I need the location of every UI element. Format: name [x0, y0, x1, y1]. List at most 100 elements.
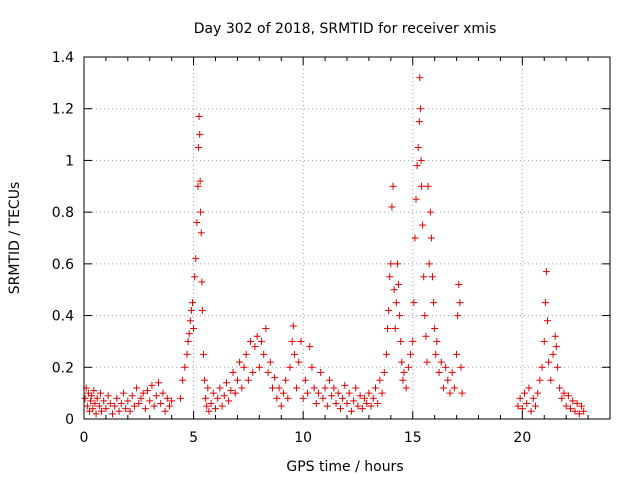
- data-point: [247, 337, 255, 345]
- data-point: [442, 363, 450, 371]
- data-point: [249, 368, 257, 376]
- data-point: [238, 384, 246, 392]
- data-point: [514, 402, 522, 410]
- data-point: [361, 394, 369, 402]
- data-point: [312, 399, 320, 407]
- data-point: [393, 260, 401, 268]
- data-point: [421, 312, 429, 320]
- data-point: [122, 405, 130, 413]
- data-point: [558, 394, 566, 402]
- data-point: [148, 381, 156, 389]
- data-point: [426, 208, 434, 216]
- data-point: [540, 337, 548, 345]
- x-tick-label: 20: [513, 430, 531, 446]
- data-point: [108, 410, 116, 418]
- data-point: [330, 384, 338, 392]
- data-point: [549, 350, 557, 358]
- data-point: [207, 399, 215, 407]
- data-point: [456, 299, 464, 307]
- data-point: [321, 384, 329, 392]
- data-point: [295, 358, 303, 366]
- data-point: [102, 405, 110, 413]
- data-point: [454, 312, 462, 320]
- data-point: [187, 306, 195, 314]
- data-point: [202, 394, 210, 402]
- y-tick-label: 0.8: [52, 205, 74, 221]
- data-point: [432, 350, 440, 358]
- data-point: [198, 278, 206, 286]
- data-point: [222, 379, 230, 387]
- data-point: [233, 376, 241, 384]
- data-point: [133, 384, 141, 392]
- data-point: [186, 317, 194, 325]
- data-point: [163, 394, 171, 402]
- data-point: [89, 405, 97, 413]
- data-point: [367, 402, 375, 410]
- data-point: [392, 299, 400, 307]
- data-point: [159, 389, 167, 397]
- data-point: [416, 74, 424, 82]
- data-point: [260, 350, 268, 358]
- data-point: [98, 407, 106, 415]
- data-point: [536, 376, 544, 384]
- data-point: [423, 358, 431, 366]
- data-point: [130, 402, 138, 410]
- data-point: [420, 273, 428, 281]
- data-point: [407, 350, 415, 358]
- data-point: [119, 389, 127, 397]
- data-point: [185, 330, 193, 338]
- data-point: [288, 337, 296, 345]
- data-point: [193, 218, 201, 226]
- data-point: [218, 402, 226, 410]
- data-point: [106, 399, 114, 407]
- data-point: [389, 182, 397, 190]
- data-point: [412, 195, 420, 203]
- data-point: [521, 389, 529, 397]
- data-point: [385, 306, 393, 314]
- y-axis-label: SRMTID / TECUs: [7, 182, 23, 295]
- data-point: [168, 397, 176, 405]
- y-tick-label: 1.2: [52, 102, 74, 118]
- axis-ticks: 0 0.2 0.4 0.6 0.8 1 1.2 1.4 0 5 10 15 20: [52, 50, 610, 446]
- data-point: [146, 397, 154, 405]
- data-point: [91, 399, 99, 407]
- data-point: [399, 376, 407, 384]
- data-point: [197, 208, 205, 216]
- data-point: [446, 389, 454, 397]
- data-point: [518, 405, 526, 413]
- x-tick-label: 15: [404, 430, 422, 446]
- data-point: [334, 389, 342, 397]
- data-point: [150, 402, 158, 410]
- data-point: [332, 399, 340, 407]
- data-point: [201, 376, 209, 384]
- data-point: [450, 384, 458, 392]
- data-point: [196, 177, 204, 185]
- data-point: [124, 397, 132, 405]
- data-point: [534, 389, 542, 397]
- data-point: [289, 322, 297, 330]
- data-point: [418, 182, 426, 190]
- data-point: [111, 402, 119, 410]
- data-point: [343, 399, 351, 407]
- data-point: [567, 405, 575, 413]
- data-point: [525, 384, 533, 392]
- data-point: [413, 162, 421, 170]
- y-tick-label: 0: [65, 412, 74, 428]
- data-point: [90, 387, 98, 395]
- x-tick-label: 10: [294, 430, 312, 446]
- y-tick-label: 1.4: [52, 50, 74, 66]
- data-point: [282, 376, 290, 384]
- data-point: [212, 405, 219, 413]
- data-point: [580, 407, 588, 415]
- data-point: [191, 273, 199, 281]
- data-point: [578, 402, 586, 410]
- data-point: [430, 299, 438, 307]
- data-point: [564, 392, 572, 400]
- data-point: [88, 392, 96, 400]
- data-point: [128, 392, 136, 400]
- data-point: [304, 389, 312, 397]
- data-point: [205, 407, 213, 415]
- data-point: [195, 112, 203, 120]
- data-point: [264, 368, 272, 376]
- data-point: [384, 325, 392, 332]
